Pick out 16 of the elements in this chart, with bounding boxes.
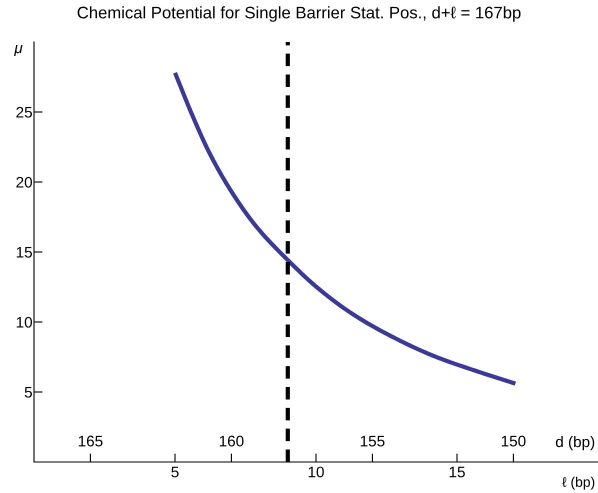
x2-axis-title: d (bp) — [556, 436, 594, 450]
y-tick-label: 10 — [16, 316, 32, 328]
x2-tick-label: 160 — [220, 436, 244, 446]
y-tick-label: 15 — [16, 247, 32, 258]
y-axis-title: μ — [14, 45, 22, 56]
x2-tick-label: 150 — [502, 436, 526, 446]
x-tick-label: 15 — [450, 466, 465, 478]
x2-tick-label: 155 — [360, 436, 385, 446]
chart-title: Chemical Potential for Single Barrier Stat. Pos., d+ℓ = 167bp — [78, 6, 521, 22]
y-tick-label: 20 — [16, 176, 32, 188]
x-axis-title: ℓ (bp) — [562, 476, 594, 490]
x-tick-label: 10 — [308, 466, 324, 478]
y-tick-label: 25 — [16, 106, 32, 118]
x-tick-label: 5 — [171, 466, 179, 478]
x2-tick-label: 165 — [78, 436, 103, 446]
y-tick-label: 5 — [24, 387, 32, 398]
